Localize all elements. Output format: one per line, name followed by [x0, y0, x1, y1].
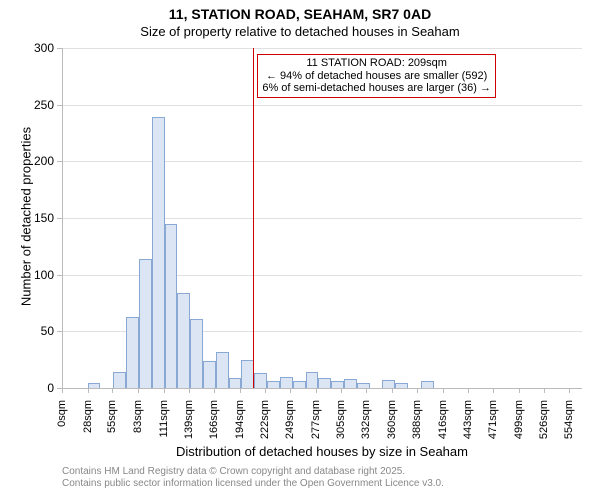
histogram-bar	[318, 378, 331, 388]
xtick-label: 388sqm	[411, 400, 423, 450]
histogram-bar	[306, 372, 319, 388]
histogram-bar	[203, 361, 216, 388]
y-axis-label: Number of detached properties	[19, 117, 34, 317]
gridline	[62, 48, 582, 49]
ytick-label: 0	[18, 381, 54, 395]
xtick-label: 249sqm	[284, 400, 296, 450]
xtick-label: 416sqm	[437, 400, 449, 450]
histogram-bar	[216, 352, 229, 388]
histogram-bar	[229, 378, 242, 388]
xtick-label: 332sqm	[360, 400, 372, 450]
xtick-label: 55sqm	[106, 400, 118, 450]
histogram-bar	[165, 224, 178, 388]
annotation-line3: 6% of semi-detached houses are larger (3…	[262, 82, 491, 95]
histogram-bar	[177, 293, 190, 388]
ytick-label: 250	[18, 98, 54, 112]
footer-line1: Contains HM Land Registry data © Crown c…	[62, 466, 405, 477]
gridline	[62, 218, 582, 219]
xtick-label: 499sqm	[513, 400, 525, 450]
footer-line2: Contains public sector information licen…	[62, 478, 444, 489]
y-axis	[62, 48, 63, 388]
xtick-label: 305sqm	[335, 400, 347, 450]
xtick-label: 0sqm	[56, 400, 68, 450]
xtick-label: 194sqm	[234, 400, 246, 450]
chart-subtitle: Size of property relative to detached ho…	[0, 24, 600, 39]
histogram-bar	[293, 381, 306, 388]
xtick-label: 139sqm	[183, 400, 195, 450]
histogram-bar	[382, 380, 395, 388]
xtick-label: 111sqm	[158, 400, 170, 450]
figure: 11, STATION ROAD, SEAHAM, SR7 0AD Size o…	[0, 0, 600, 500]
reference-line	[253, 48, 254, 388]
histogram-bar	[241, 360, 254, 388]
xtick-label: 554sqm	[563, 400, 575, 450]
xtick-label: 166sqm	[208, 400, 220, 450]
plot-area: 11 STATION ROAD: 209sqm ← 94% of detache…	[62, 48, 582, 388]
xtick-label: 443sqm	[462, 400, 474, 450]
xtick-label: 471sqm	[487, 400, 499, 450]
ytick-label: 50	[18, 324, 54, 338]
histogram-bar	[254, 373, 267, 388]
xtick-label: 360sqm	[386, 400, 398, 450]
histogram-bar	[331, 381, 344, 388]
histogram-bar	[344, 379, 357, 388]
xtick-label: 28sqm	[82, 400, 94, 450]
histogram-bar	[126, 317, 139, 388]
annotation-box: 11 STATION ROAD: 209sqm ← 94% of detache…	[257, 54, 496, 98]
chart-title: 11, STATION ROAD, SEAHAM, SR7 0AD	[0, 6, 600, 22]
gridline	[62, 105, 582, 106]
xtick-label: 83sqm	[132, 400, 144, 450]
histogram-bar	[421, 381, 434, 388]
histogram-bar	[280, 377, 293, 388]
histogram-bar	[267, 381, 280, 388]
histogram-bar	[113, 372, 126, 388]
histogram-bar	[190, 319, 203, 388]
annotation-line1: 11 STATION ROAD: 209sqm	[262, 57, 491, 70]
xtick-label: 222sqm	[259, 400, 271, 450]
x-axis	[62, 388, 582, 389]
x-axis-label: Distribution of detached houses by size …	[62, 444, 582, 459]
ytick-label: 300	[18, 41, 54, 55]
histogram-bar	[152, 117, 165, 388]
gridline	[62, 161, 582, 162]
histogram-bar	[139, 259, 152, 388]
annotation-line2: ← 94% of detached houses are smaller (59…	[262, 70, 491, 83]
xtick-label: 277sqm	[310, 400, 322, 450]
xtick-label: 526sqm	[538, 400, 550, 450]
